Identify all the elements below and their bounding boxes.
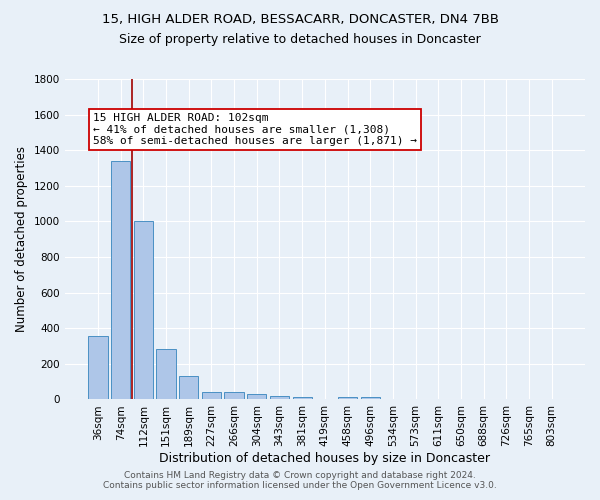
Bar — [157, 348, 176, 400]
Bar — [134, 220, 153, 400]
Text: 15 HIGH ALDER ROAD: 102sqm
← 41% of detached houses are smaller (1,308)
58% of s: 15 HIGH ALDER ROAD: 102sqm ← 41% of deta… — [93, 112, 417, 146]
Bar — [179, 376, 199, 400]
Bar — [361, 397, 380, 400]
Y-axis label: Number of detached properties: Number of detached properties — [15, 146, 28, 332]
Bar — [270, 396, 289, 400]
Bar — [111, 161, 130, 400]
Text: 15, HIGH ALDER ROAD, BESSACARR, DONCASTER, DN4 7BB: 15, HIGH ALDER ROAD, BESSACARR, DONCASTE… — [101, 12, 499, 26]
X-axis label: Distribution of detached houses by size in Doncaster: Distribution of detached houses by size … — [160, 452, 490, 465]
Bar — [224, 392, 244, 400]
Text: Size of property relative to detached houses in Doncaster: Size of property relative to detached ho… — [119, 32, 481, 46]
Bar — [338, 397, 357, 400]
Bar — [88, 336, 107, 400]
Bar — [293, 397, 312, 400]
Bar — [202, 392, 221, 400]
Bar — [247, 394, 266, 400]
Text: Contains HM Land Registry data © Crown copyright and database right 2024.
Contai: Contains HM Land Registry data © Crown c… — [103, 470, 497, 490]
